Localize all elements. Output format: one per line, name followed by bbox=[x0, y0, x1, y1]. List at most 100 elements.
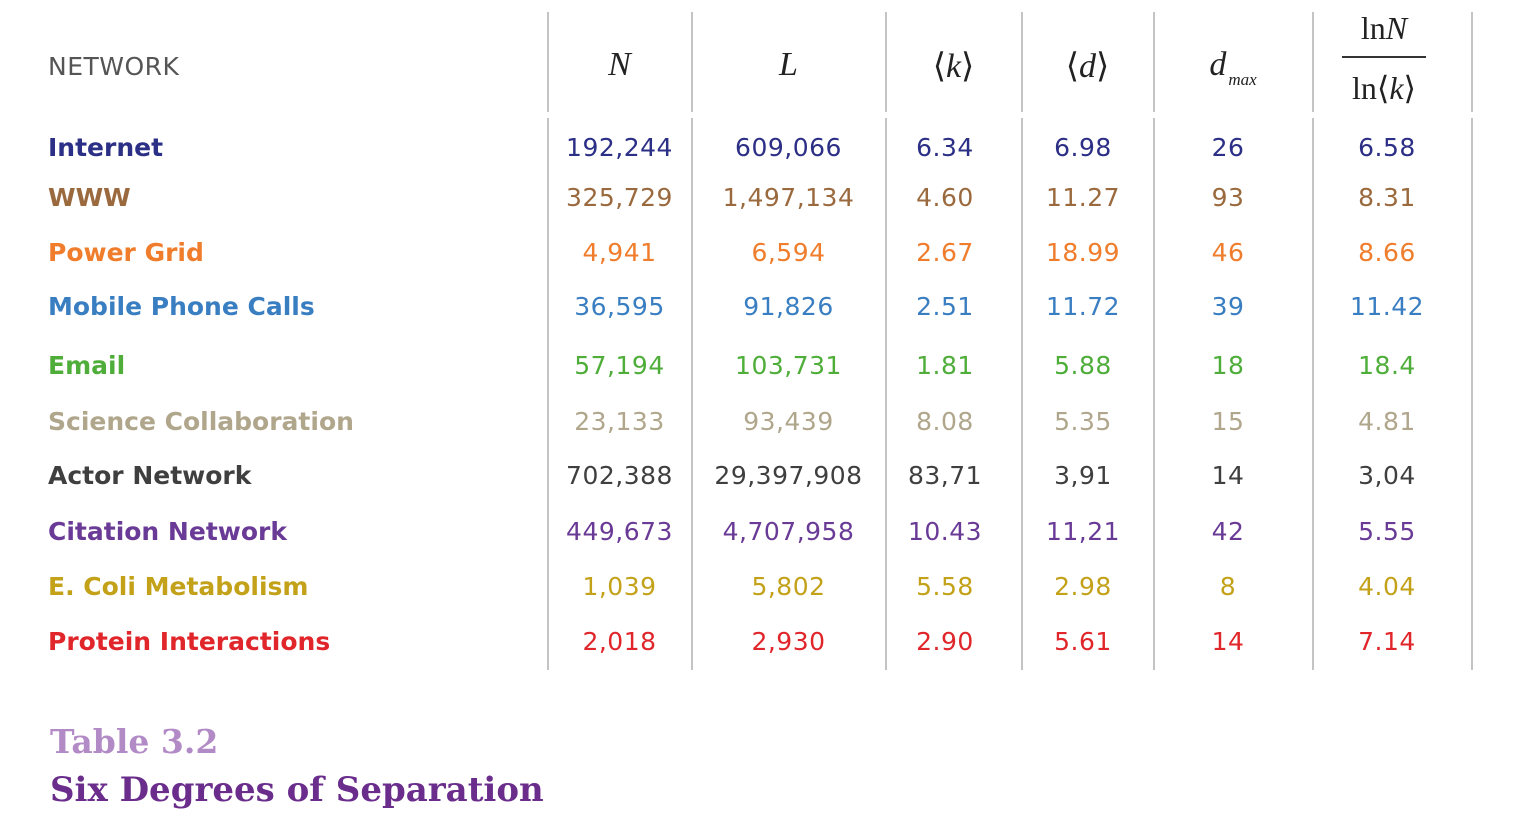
table-number: Table 3.2 bbox=[50, 722, 219, 761]
cell-dmax: 39 bbox=[1211, 292, 1245, 321]
header-ratio-numerator: lnN bbox=[1342, 10, 1426, 46]
header-ratio-fraction: lnN ln⟨k⟩ bbox=[1342, 10, 1426, 106]
header-ratio-denominator: ln⟨k⟩ bbox=[1351, 70, 1417, 106]
table-row: Internet 192,244 609,066 6.34 6.98 26 6.58 bbox=[0, 124, 1526, 172]
cell-dmax: 26 bbox=[1211, 133, 1245, 162]
column-divider bbox=[1021, 12, 1023, 112]
cell-ratio: 11.42 bbox=[1349, 292, 1425, 321]
table-row: Science Collaboration 23,133 93,439 8.08 5.3… bbox=[0, 398, 1526, 446]
cell-dmax: 18 bbox=[1211, 351, 1245, 380]
cell-k: 8.08 bbox=[916, 407, 974, 436]
table-row: Email 57,194 103,731 1.81 5.88 18 18.4 bbox=[0, 342, 1526, 390]
cell-k: 5.58 bbox=[916, 572, 974, 601]
cell-N: 325,729 bbox=[566, 183, 673, 212]
cell-L: 1,497,134 bbox=[722, 183, 855, 212]
cell-k: 2.67 bbox=[916, 238, 974, 267]
cell-L: 4,707,958 bbox=[722, 517, 855, 546]
header-mean-degree: ⟨k⟩ bbox=[886, 46, 1021, 86]
cell-N: 36,595 bbox=[574, 292, 665, 321]
column-divider bbox=[1312, 118, 1314, 670]
network-name: Mobile Phone Calls bbox=[48, 292, 315, 321]
cell-dmax: 46 bbox=[1211, 238, 1245, 267]
cell-ratio: 18.4 bbox=[1358, 351, 1416, 380]
table-row: Mobile Phone Calls 36,595 91,826 2.51 11.72 3… bbox=[0, 283, 1526, 331]
header-dmax-subscript: max bbox=[1228, 70, 1257, 89]
cell-ratio: 4.81 bbox=[1358, 407, 1416, 436]
cell-k: 1.81 bbox=[916, 351, 974, 380]
table-row: Power Grid 4,941 6,594 2.67 18.99 46 8.66 bbox=[0, 229, 1526, 277]
column-divider bbox=[1312, 12, 1314, 112]
cell-ratio: 8.31 bbox=[1358, 183, 1416, 212]
header-l-symbol: L bbox=[779, 46, 798, 83]
network-name: E. Coli Metabolism bbox=[48, 572, 309, 601]
cell-d: 5.35 bbox=[1054, 407, 1112, 436]
table-row: E. Coli Metabolism 1,039 5,802 5.58 2.98 8 4.0… bbox=[0, 563, 1526, 611]
table-title: Six Degrees of Separation bbox=[50, 770, 544, 810]
cell-dmax: 15 bbox=[1211, 407, 1245, 436]
cell-k: 4.60 bbox=[916, 183, 974, 212]
network-name: Power Grid bbox=[48, 238, 204, 267]
cell-ratio: 8.66 bbox=[1358, 238, 1416, 267]
header-dmax-symbol: d bbox=[1209, 46, 1227, 83]
table-row: Protein Interactions 2,018 2,930 2.90 5.61 14… bbox=[0, 618, 1526, 666]
header-l: L bbox=[692, 46, 885, 84]
table-row: WWW 325,729 1,497,134 4.60 11.27 93 8.31 bbox=[0, 174, 1526, 222]
angle-close: ⟩ bbox=[1096, 48, 1110, 85]
cell-L: 103,731 bbox=[735, 351, 842, 380]
cell-N: 2,018 bbox=[582, 627, 657, 656]
fraction-bar bbox=[1342, 56, 1426, 58]
cell-N: 57,194 bbox=[574, 351, 665, 380]
cell-d: 5.61 bbox=[1054, 627, 1112, 656]
cell-L: 29,397,908 bbox=[714, 461, 863, 490]
table-row: Actor Network 702,388 29,397,908 83,71 3,91 1… bbox=[0, 452, 1526, 500]
network-name: Email bbox=[48, 351, 126, 380]
cell-dmax: 14 bbox=[1211, 627, 1245, 656]
cell-N: 4,941 bbox=[582, 238, 657, 267]
cell-dmax: 8 bbox=[1219, 572, 1237, 601]
cell-L: 609,066 bbox=[735, 133, 842, 162]
header-mean-distance: ⟨d⟩ bbox=[1022, 46, 1153, 86]
cell-L: 6,594 bbox=[751, 238, 826, 267]
cell-d: 5.88 bbox=[1054, 351, 1112, 380]
cell-dmax: 14 bbox=[1211, 461, 1245, 490]
cell-ratio: 4.04 bbox=[1358, 572, 1416, 601]
cell-N: 1,039 bbox=[582, 572, 657, 601]
network-name: Citation Network bbox=[48, 517, 287, 546]
angle-close: ⟩ bbox=[961, 48, 975, 85]
cell-ratio: 3,04 bbox=[1358, 461, 1416, 490]
header-k-symbol: k bbox=[945, 48, 962, 85]
ratio-n-symbol: N bbox=[1385, 10, 1408, 46]
column-divider bbox=[691, 118, 693, 670]
network-name: Actor Network bbox=[48, 461, 252, 490]
ln-label: ln bbox=[1351, 70, 1377, 106]
column-divider bbox=[547, 118, 549, 670]
network-name: Science Collaboration bbox=[48, 407, 354, 436]
cell-k: 6.34 bbox=[916, 133, 974, 162]
header-n: N bbox=[548, 46, 691, 84]
angle-open: ⟨ bbox=[932, 48, 946, 85]
cell-dmax: 93 bbox=[1211, 183, 1245, 212]
cell-k: 10.43 bbox=[907, 517, 983, 546]
cell-N: 449,673 bbox=[566, 517, 673, 546]
cell-L: 93,439 bbox=[743, 407, 834, 436]
column-divider bbox=[1471, 118, 1473, 670]
cell-k: 2.90 bbox=[916, 627, 974, 656]
cell-k: 83,71 bbox=[907, 461, 983, 490]
ln-label: ln bbox=[1360, 10, 1386, 46]
cell-L: 5,802 bbox=[751, 572, 826, 601]
cell-L: 2,930 bbox=[751, 627, 826, 656]
cell-N: 702,388 bbox=[566, 461, 673, 490]
column-divider bbox=[1471, 12, 1473, 112]
cell-N: 192,244 bbox=[566, 133, 673, 162]
cell-ratio: 7.14 bbox=[1358, 627, 1416, 656]
table-row: Citation Network 449,673 4,707,958 10.43 11,… bbox=[0, 508, 1526, 556]
header-network: NETWORK bbox=[48, 52, 180, 81]
angle-open: ⟨ bbox=[1065, 48, 1079, 85]
cell-k: 2.51 bbox=[916, 292, 974, 321]
column-divider bbox=[691, 12, 693, 112]
cell-d: 11.27 bbox=[1045, 183, 1121, 212]
column-divider bbox=[547, 12, 549, 112]
cell-d: 11.72 bbox=[1045, 292, 1121, 321]
cell-d: 2.98 bbox=[1054, 572, 1112, 601]
network-name: WWW bbox=[48, 183, 131, 212]
